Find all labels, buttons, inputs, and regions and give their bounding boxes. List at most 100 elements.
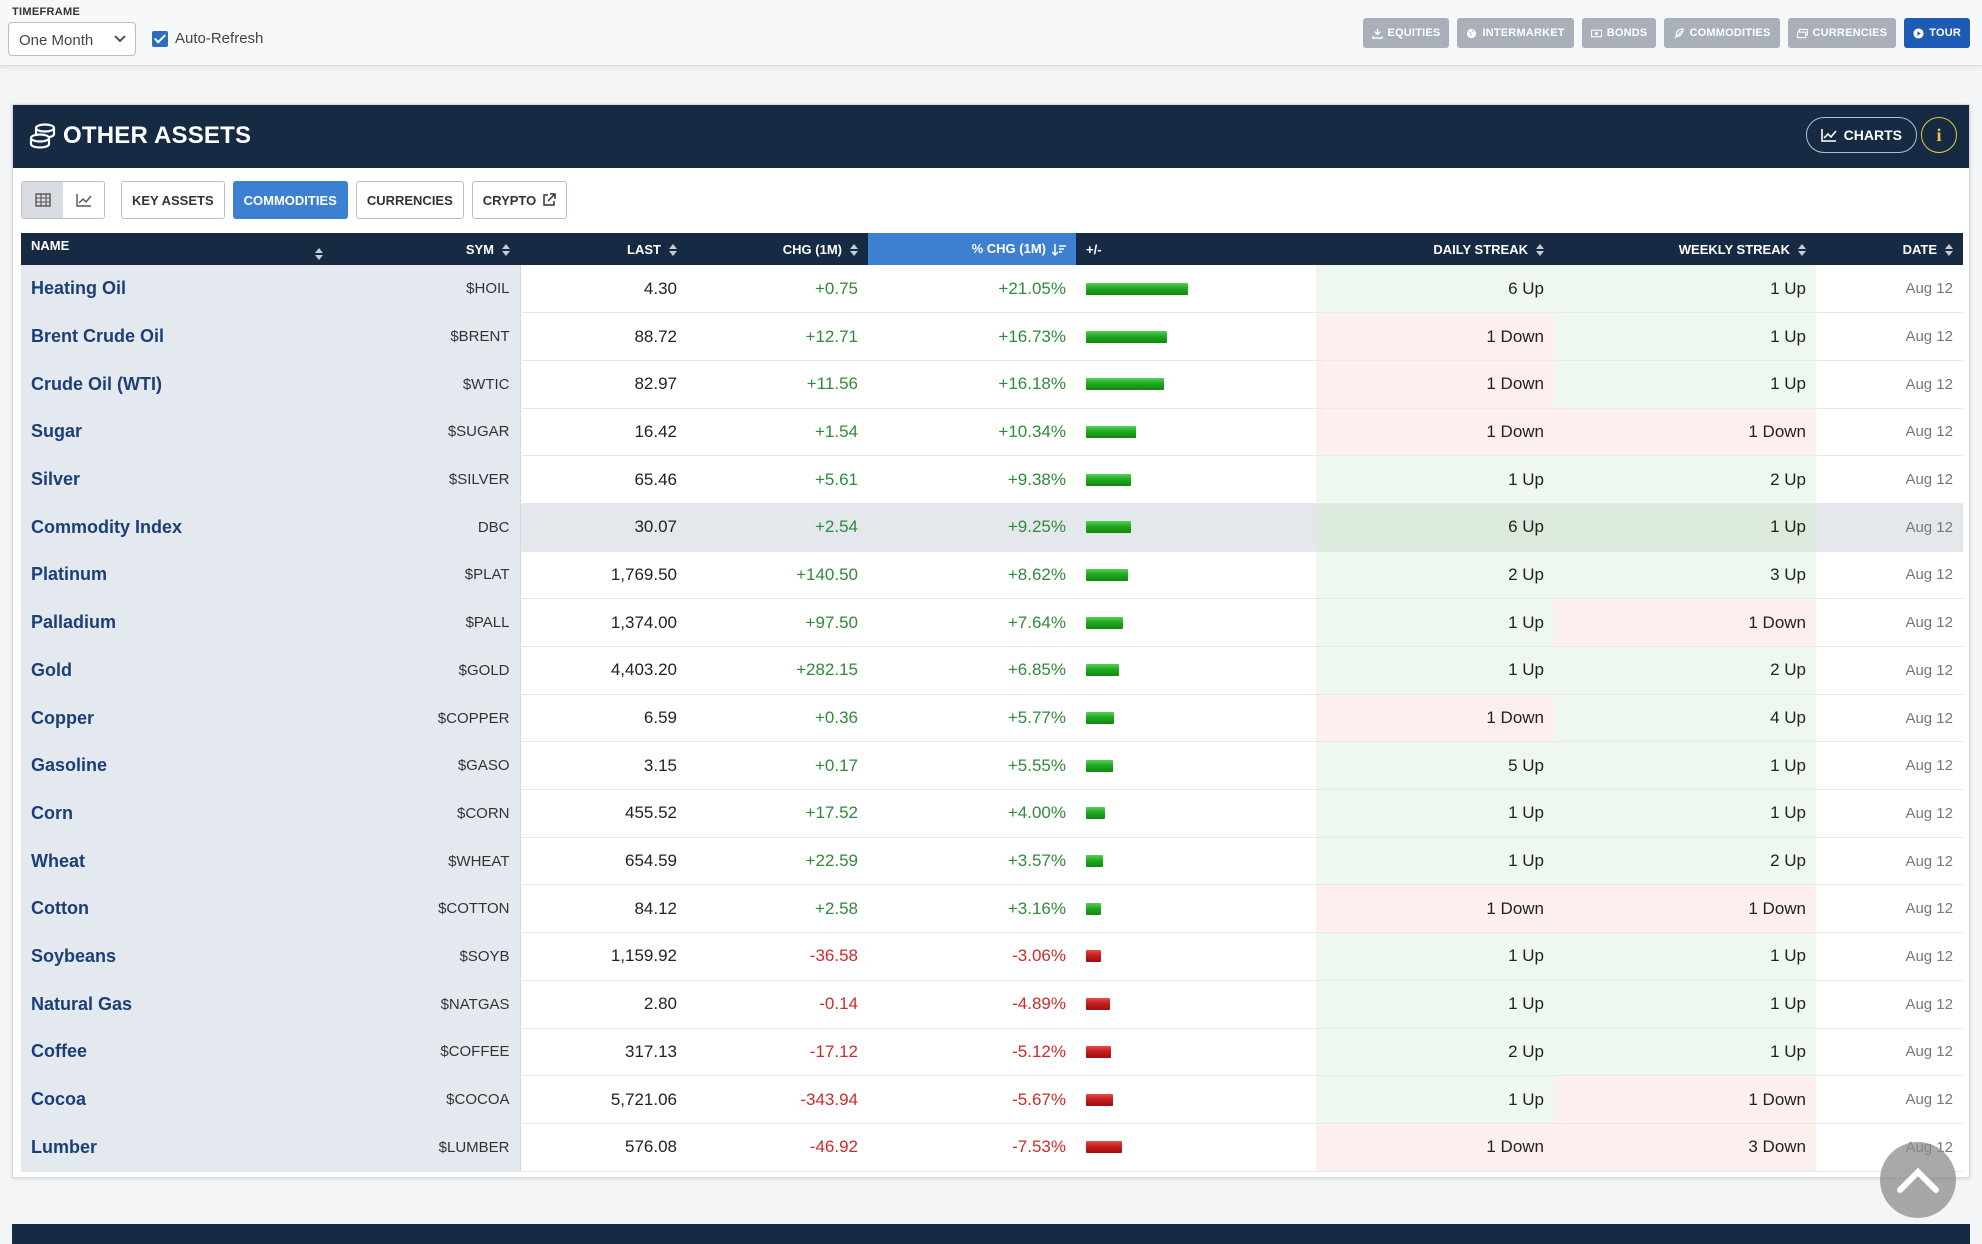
tab-currencies[interactable]: CURRENCIES: [355, 181, 464, 219]
header-last[interactable]: LAST: [520, 233, 687, 265]
weekly-streak-cell: 1 Up: [1554, 789, 1816, 838]
date-cell: Aug 12: [1816, 265, 1963, 314]
table-row[interactable]: Gasoline $GASO 3.15 +0.17 +5.55% 5 Up 1 Up Aug …: [21, 741, 1963, 791]
asset-name-link[interactable]: Brent Crude Oil: [21, 312, 333, 361]
table-row[interactable]: Lumber $LUMBER 576.08 -46.92 -7.53% 1 Down 3 D…: [21, 1123, 1963, 1172]
table-row[interactable]: Cocoa $COCOA 5,721.06 -343.94 -5.67% 1 Up 1 Do…: [21, 1075, 1963, 1124]
asset-name-link[interactable]: Platinum: [21, 551, 333, 600]
daily-streak-cell: 1 Up: [1316, 1075, 1554, 1124]
tab-crypto[interactable]: CRYPTO: [471, 181, 568, 219]
currencies-button[interactable]: CURRENCIES: [1787, 18, 1897, 48]
auto-refresh-toggle[interactable]: Auto-Refresh: [152, 30, 263, 47]
top-bar: TIMEFRAME One Month Auto-Refresh EQUITIE…: [0, 0, 1982, 66]
change-bar-cell: [1076, 789, 1316, 838]
header-sym[interactable]: SYM: [333, 233, 520, 265]
asset-name-link[interactable]: Gold: [21, 646, 333, 695]
symbol-cell: $SILVER: [333, 455, 521, 504]
header-weekly-streak[interactable]: WEEKLY STREAK: [1554, 233, 1816, 265]
pct-change-cell: -3.06%: [868, 932, 1076, 981]
table-row[interactable]: Sugar $SUGAR 16.42 +1.54 +10.34% 1 Down 1 Down…: [21, 408, 1963, 457]
table-row[interactable]: Wheat $WHEAT 654.59 +22.59 +3.57% 1 Up 2 Up Aug…: [21, 837, 1963, 886]
table-row[interactable]: Corn $CORN 455.52 +17.52 +4.00% 1 Up 1 Up Aug 1…: [21, 789, 1963, 838]
commodities-button[interactable]: COMMODITIES: [1664, 18, 1780, 48]
header-pct-chg[interactable]: % CHG (1M): [868, 233, 1076, 265]
line-chart-icon: [75, 194, 92, 207]
tab-key-assets[interactable]: KEY ASSETS: [121, 181, 225, 219]
scroll-to-top-button[interactable]: [1880, 1142, 1956, 1218]
auto-refresh-checkbox[interactable]: [152, 30, 168, 47]
pct-change-cell: +8.62%: [868, 551, 1076, 600]
table-row[interactable]: Heating Oil $HOIL 4.30 +0.75 +21.05% 6 Up 1 Up…: [21, 265, 1963, 314]
symbol-cell: $LUMBER: [333, 1123, 521, 1172]
date-cell: Aug 12: [1816, 694, 1963, 743]
asset-name-link[interactable]: Copper: [21, 694, 333, 743]
change-bar-cell: [1076, 741, 1316, 791]
bonds-button[interactable]: BONDS: [1581, 18, 1657, 48]
charts-button[interactable]: CHARTS: [1805, 117, 1917, 153]
tab-commodities[interactable]: COMMODITIES: [232, 181, 348, 219]
asset-name-link[interactable]: Coffee: [21, 1028, 333, 1077]
daily-streak-cell: 1 Down: [1316, 884, 1554, 934]
change-cell: +2.58: [687, 884, 868, 934]
header-name[interactable]: NAME: [21, 233, 333, 265]
asset-name-link[interactable]: Corn: [21, 789, 333, 838]
asset-name-link[interactable]: Silver: [21, 455, 333, 504]
change-bar-cell: [1076, 837, 1316, 886]
asset-name-link[interactable]: Crude Oil (WTI): [21, 360, 333, 409]
asset-name-link[interactable]: Wheat: [21, 837, 333, 886]
symbol-cell: $PLAT: [333, 551, 521, 600]
equities-label: EQUITIES: [1387, 27, 1441, 39]
change-bar: [1086, 282, 1188, 295]
info-button[interactable]: i: [1921, 117, 1957, 153]
header-daily-streak[interactable]: DAILY STREAK: [1316, 233, 1554, 265]
asset-name-link[interactable]: Cocoa: [21, 1075, 333, 1124]
asset-name-link[interactable]: Commodity Index: [21, 503, 333, 552]
weekly-streak-cell: 3 Down: [1554, 1123, 1816, 1172]
asset-name-link[interactable]: Soybeans: [21, 932, 333, 981]
asset-name-link[interactable]: Cotton: [21, 884, 333, 934]
asset-name-link[interactable]: Gasoline: [21, 741, 333, 791]
other-assets-panel: OTHER ASSETS CHARTS i KEY ASSETS COMMODI…: [12, 104, 1970, 1178]
date-cell: Aug 12: [1816, 980, 1963, 1029]
daily-streak-cell: 1 Up: [1316, 598, 1554, 647]
equities-button[interactable]: EQUITIES: [1362, 18, 1450, 48]
change-cell: +1.54: [687, 408, 868, 457]
change-bar-cell: [1076, 1075, 1316, 1124]
header-last-label: LAST: [627, 241, 661, 257]
pct-change-cell: +21.05%: [868, 265, 1076, 314]
table-icon: [34, 193, 51, 207]
table-row[interactable]: Commodity Index DBC 30.07 +2.54 +9.25% 6 Up 1 …: [21, 503, 1963, 552]
table-view-button[interactable]: [22, 182, 63, 218]
symbol-cell: $SUGAR: [333, 408, 521, 457]
header-chg[interactable]: CHG (1M): [687, 233, 868, 265]
change-cell: -46.92: [687, 1123, 868, 1172]
asset-name-link[interactable]: Palladium: [21, 598, 333, 647]
table-row[interactable]: Cotton $COTTON 84.12 +2.58 +3.16% 1 Down 1 Dow…: [21, 884, 1963, 934]
change-cell: +12.71: [687, 312, 868, 361]
chart-view-button[interactable]: [63, 182, 104, 218]
table-row[interactable]: Silver $SILVER 65.46 +5.61 +9.38% 1 Up 2 Up Aug…: [21, 455, 1963, 504]
change-cell: +282.15: [687, 646, 868, 695]
asset-name-link[interactable]: Lumber: [21, 1123, 333, 1172]
header-date[interactable]: DATE: [1816, 233, 1963, 265]
table-row[interactable]: Platinum $PLAT 1,769.50 +140.50 +8.62% 2 Up 3 …: [21, 551, 1963, 600]
table-row[interactable]: Soybeans $SOYB 1,159.92 -36.58 -3.06% 1 Up 1 U…: [21, 932, 1963, 981]
table-row[interactable]: Coffee $COFFEE 317.13 -17.12 -5.12% 2 Up 1 Up A…: [21, 1028, 1963, 1077]
table-body: Heating Oil $HOIL 4.30 +0.75 +21.05% 6 Up 1 Up…: [21, 265, 1963, 1172]
table-row[interactable]: Gold $GOLD 4,403.20 +282.15 +6.85% 1 Up 2 Up Au…: [21, 646, 1963, 695]
change-bar-cell: [1076, 503, 1316, 552]
asset-name-link[interactable]: Natural Gas: [21, 980, 333, 1029]
weekly-streak-cell: 1 Down: [1554, 884, 1816, 934]
intermarket-button[interactable]: INTERMARKET: [1457, 18, 1574, 48]
tour-button[interactable]: TOUR: [1904, 18, 1970, 48]
table-row[interactable]: Copper $COPPER 6.59 +0.36 +5.77% 1 Down 4 Up Au…: [21, 694, 1963, 743]
asset-name-link[interactable]: Sugar: [21, 408, 333, 457]
table-row[interactable]: Palladium $PALL 1,374.00 +97.50 +7.64% 1 Up 1 …: [21, 598, 1963, 647]
table-row[interactable]: Brent Crude Oil $BRENT 88.72 +12.71 +16.73% 1…: [21, 312, 1963, 361]
tab-commodities-label: COMMODITIES: [243, 192, 337, 208]
timeframe-select[interactable]: One Month: [8, 22, 136, 56]
asset-name-link[interactable]: Heating Oil: [21, 265, 333, 314]
table-row[interactable]: Natural Gas $NATGAS 2.80 -0.14 -4.89% 1 Up 1 U…: [21, 980, 1963, 1029]
table-row[interactable]: Crude Oil (WTI) $WTIC 82.97 +11.56 +16.18% 1 …: [21, 360, 1963, 409]
change-cell: +17.52: [687, 789, 868, 838]
